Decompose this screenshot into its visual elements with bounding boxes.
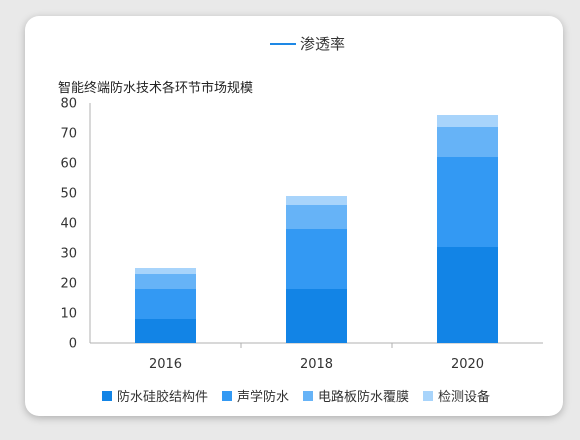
legend-item-series-1: 声学防水 <box>222 386 289 405</box>
legend-item-series-3: 检测设备 <box>423 386 490 405</box>
legend-label-series-0: 防水硅胶结构件 <box>117 390 209 405</box>
penetration-line-swatch <box>270 42 296 45</box>
legend-label-series-1: 声学防水 <box>237 390 290 405</box>
x-tick-label: 2018 <box>300 357 333 372</box>
legend-label-series-2: 电路板防水覆膜 <box>318 390 410 405</box>
bottom-legend: 防水硅胶结构件 声学防水 电路板防水覆膜 检测设备 <box>102 386 504 405</box>
chart-title: 智能终端防水技术各环节市场规模 <box>58 81 254 96</box>
bar-2016-series-0 <box>135 319 196 343</box>
legend-item-series-0: 防水硅胶结构件 <box>102 386 208 405</box>
bar-2018-series-2 <box>286 205 347 229</box>
y-tick-label: 60 <box>60 157 77 172</box>
legend-swatch-series-3 <box>423 390 434 401</box>
bar-2020-series-0 <box>437 247 498 343</box>
y-tick-label: 80 <box>60 97 77 112</box>
y-tick-label: 30 <box>60 247 77 262</box>
y-tick-label: 70 <box>60 127 77 142</box>
x-tick-label: 2020 <box>451 357 484 372</box>
bar-2018-series-0 <box>286 289 347 343</box>
y-tick-label: 10 <box>60 307 77 322</box>
y-tick-label: 0 <box>69 337 77 352</box>
y-tick-label: 50 <box>60 187 77 202</box>
bar-2016-series-3 <box>135 268 196 274</box>
y-tick-label: 20 <box>60 277 77 292</box>
bar-2016-series-1 <box>135 289 196 319</box>
bar-2020-series-1 <box>437 157 498 247</box>
top-legend-label: 渗透率 <box>300 35 346 53</box>
bar-2020-series-2 <box>437 127 498 157</box>
bar-2016-series-2 <box>135 274 196 289</box>
top-legend: 渗透率 <box>270 33 345 54</box>
legend-swatch-series-0 <box>102 390 112 401</box>
legend-label-series-3: 检测设备 <box>438 390 491 405</box>
x-tick-label: 2016 <box>149 357 182 372</box>
bar-2018-series-3 <box>286 196 347 205</box>
bar-2020-series-3 <box>437 115 498 127</box>
bar-2018-series-1 <box>286 229 347 289</box>
legend-item-series-2: 电路板防水覆膜 <box>303 386 409 405</box>
legend-swatch-series-2 <box>303 390 314 401</box>
legend-swatch-series-1 <box>222 390 233 401</box>
y-tick-label: 40 <box>60 217 77 232</box>
